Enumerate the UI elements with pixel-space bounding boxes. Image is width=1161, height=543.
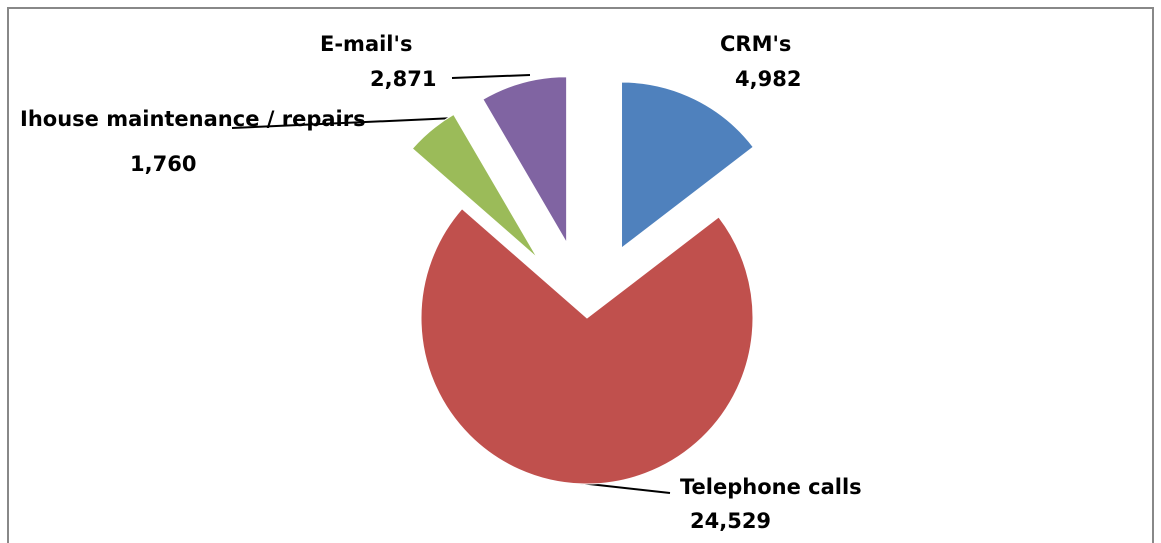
value-label: 24,529: [690, 509, 771, 533]
value-label: 1,760: [130, 152, 196, 176]
pie-slice: [420, 208, 754, 485]
leader-line: [451, 74, 531, 79]
pie-slice: [482, 76, 568, 245]
slice-label: Ihouse maintenance / repairs: [20, 107, 366, 131]
slice-label: Telephone calls: [680, 475, 862, 499]
slice-label: E-mail's: [320, 32, 412, 56]
value-label: 2,871: [370, 67, 436, 91]
pie-slice: [411, 113, 538, 259]
leader-line: [231, 117, 456, 129]
value-label: 4,982: [735, 67, 801, 91]
leader-line: [579, 482, 671, 494]
pie-slice: [621, 81, 754, 250]
slice-label: CRM's: [720, 32, 791, 56]
